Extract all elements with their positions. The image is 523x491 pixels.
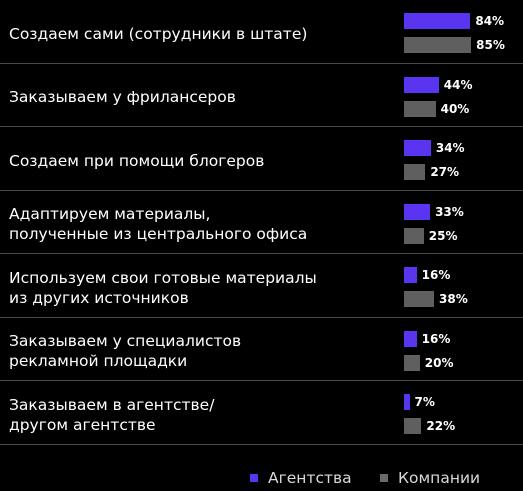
bar-agencies [404, 13, 471, 29]
data-label: 20% [424, 355, 454, 370]
row-separator [0, 190, 523, 191]
data-label: 33% [435, 204, 464, 219]
category-label-line: другом агентстве [9, 415, 156, 434]
category-label-line: Заказываем у фрилансеров [9, 88, 236, 107]
category-label: Заказываем в агентстве/другом агентстве [9, 395, 389, 435]
category-label: Создаем при помощи блогеров [9, 151, 389, 171]
row-separator [0, 63, 523, 64]
bar-companies [404, 227, 424, 244]
bar-companies [404, 164, 426, 180]
data-label: 22% [426, 419, 456, 433]
bar-companies [404, 37, 472, 53]
category-label-line: полученные из центрального офиса [9, 225, 308, 244]
data-label: 38% [439, 292, 468, 306]
category-label-line: Создаем при помощи блогеров [9, 151, 265, 170]
bar-companies [404, 291, 435, 307]
category-label-line: рекламной площадки [9, 352, 188, 371]
legend-swatch [380, 474, 388, 482]
row-separator [0, 253, 523, 254]
bar-companies [404, 418, 422, 434]
legend-label: Компании [398, 469, 481, 487]
category-label-line: Используем свои готовые материалы [9, 268, 317, 287]
data-label: 16% [421, 331, 451, 346]
category-label: Заказываем у специалистов рекламной площа… [9, 331, 389, 371]
bar-agencies [404, 267, 417, 283]
category-label-line: Заказываем в агентстве/ [9, 395, 215, 414]
data-label: 27% [430, 165, 460, 179]
data-label: 85% [476, 38, 505, 52]
bar-agencies [404, 394, 410, 410]
category-label: Заказываем у фрилансеров [9, 87, 389, 107]
category-label: Используем свои готовые материалы из друг… [9, 268, 389, 308]
bar-agencies [404, 140, 431, 156]
data-label: 40% [440, 101, 470, 116]
category-label-line: Создаем сами (сотрудники в штате) [9, 24, 308, 43]
legend-item: Агентства [250, 468, 352, 488]
category-label-line: Адаптируем материалы, [9, 205, 211, 224]
data-label: 25% [428, 228, 458, 243]
data-label: 16% [421, 268, 451, 282]
row-separator [0, 380, 523, 381]
category-label-line: Заказываем у специалистов [9, 332, 242, 351]
data-label: 44% [443, 77, 473, 92]
data-label: 34% [435, 141, 465, 155]
legend-label: Агентства [268, 469, 352, 487]
bar-companies [404, 100, 436, 117]
legend-item: Компании [380, 468, 480, 488]
category-label: Создаем сами (сотрудники в штате) [9, 24, 389, 44]
bar-companies [404, 354, 420, 371]
row-separator [0, 126, 523, 127]
row-separator [0, 444, 523, 445]
legend-swatch [250, 474, 258, 482]
bar-agencies [404, 76, 439, 93]
data-label: 7% [414, 395, 435, 409]
row-separator [0, 317, 523, 318]
category-label: Адаптируем материалы, полученные из центр… [9, 204, 389, 244]
category-label-line: из других источников [9, 288, 189, 307]
data-label: 84% [475, 14, 505, 28]
bar-agencies [404, 330, 417, 347]
bar-agencies [404, 203, 431, 220]
